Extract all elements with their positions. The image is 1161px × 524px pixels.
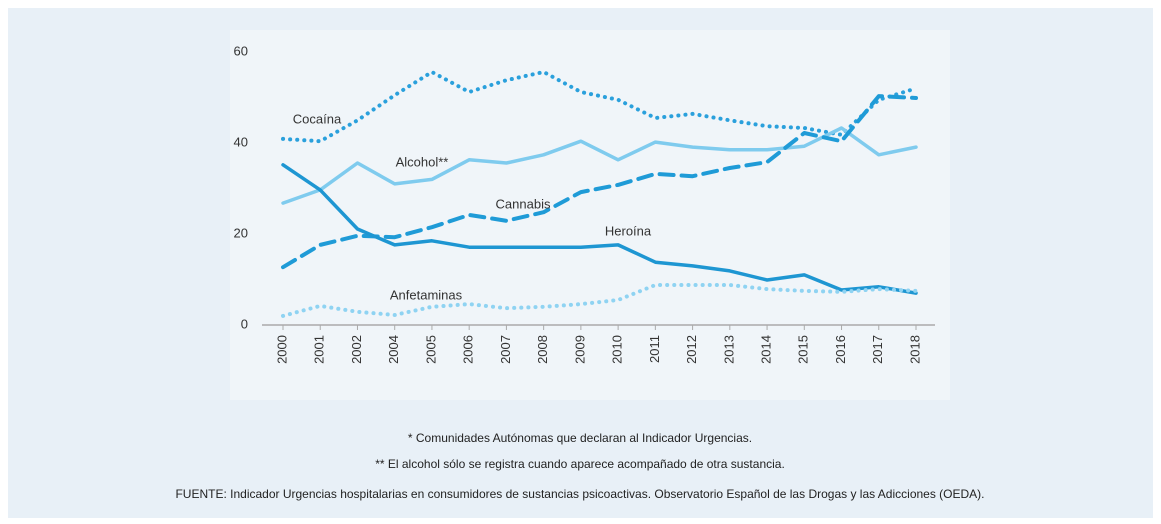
x-tick-label: 2012 xyxy=(684,335,699,364)
series-line xyxy=(281,283,918,318)
series-label: Cocaína xyxy=(293,111,342,126)
x-tick-label: 2000 xyxy=(274,335,289,364)
series-line xyxy=(281,94,918,270)
x-tick-label: 2010 xyxy=(610,335,625,364)
series-line xyxy=(281,163,918,295)
x-tick-label: 2002 xyxy=(349,335,364,364)
x-tick-label: 2016 xyxy=(833,335,848,364)
x-tick-label: 2011 xyxy=(647,335,662,363)
x-tick-label: 2018 xyxy=(907,335,922,364)
y-tick-label: 40 xyxy=(234,134,248,149)
source: FUENTE: Indicador Urgencias hospitalaria… xyxy=(175,487,984,501)
x-tick-label: 2001 xyxy=(312,335,327,364)
x-tick-label: 2007 xyxy=(498,335,513,364)
series-label: Anfetaminas xyxy=(390,287,463,302)
x-tick-label: 2004 xyxy=(386,335,401,364)
y-tick-label: 0 xyxy=(241,316,248,331)
series-label: Heroína xyxy=(605,223,652,238)
note: ** El alcohol sólo se registra cuando ap… xyxy=(375,457,785,471)
y-tick-label: 60 xyxy=(234,43,248,58)
series-label: Cannabis xyxy=(496,196,551,211)
x-tick-label: 2006 xyxy=(461,335,476,364)
series-line xyxy=(281,70,918,144)
y-tick-label: 20 xyxy=(234,225,248,240)
x-tick-label: 2005 xyxy=(423,335,438,364)
series-line xyxy=(281,126,918,205)
note: * Comunidades Autónomas que declaran al … xyxy=(408,431,752,445)
x-tick-label: 2009 xyxy=(572,335,587,364)
plot-background xyxy=(230,30,950,400)
x-tick-label: 2017 xyxy=(870,335,885,364)
x-tick-label: 2014 xyxy=(758,335,773,364)
x-tick-label: 2015 xyxy=(796,335,811,364)
series-label: Alcohol** xyxy=(396,154,449,169)
x-tick-label: 2013 xyxy=(721,335,736,364)
x-tick-label: 2008 xyxy=(535,335,550,364)
